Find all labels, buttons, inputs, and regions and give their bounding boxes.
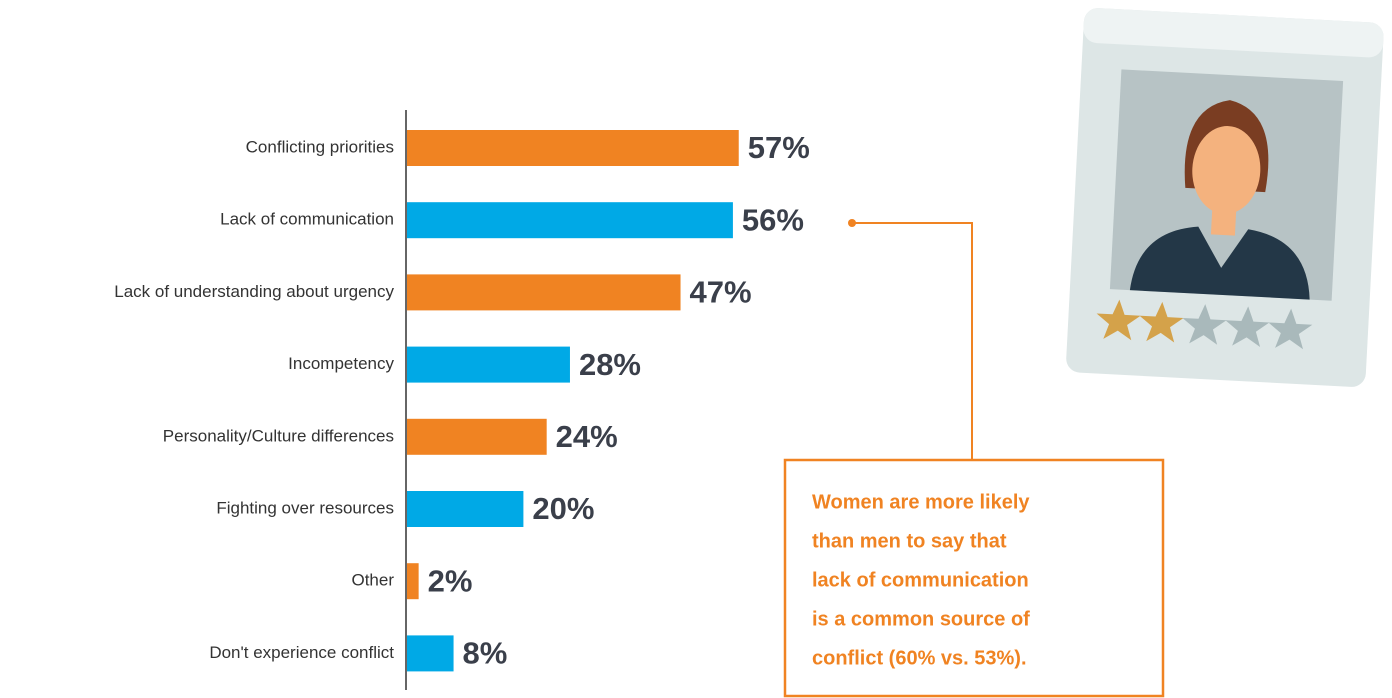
bar bbox=[407, 274, 681, 310]
value-label: 57% bbox=[748, 130, 810, 165]
category-label: Lack of communication bbox=[220, 210, 394, 229]
category-label: Conflicting priorities bbox=[246, 137, 394, 156]
annotation-text: is a common source of bbox=[812, 608, 1030, 630]
bar bbox=[407, 202, 733, 238]
bar bbox=[407, 635, 454, 671]
value-label: 20% bbox=[532, 491, 594, 526]
neck bbox=[1211, 204, 1237, 235]
value-label: 2% bbox=[428, 563, 473, 598]
annotation-text: Women are more likely bbox=[812, 491, 1030, 513]
illustration bbox=[1066, 7, 1385, 387]
annotation-text: lack of communication bbox=[812, 569, 1029, 591]
value-label: 47% bbox=[690, 275, 752, 310]
annotation-text: conflict (60% vs. 53%). bbox=[812, 647, 1027, 669]
bars: Conflicting priorities 57% Lack of communi… bbox=[114, 130, 810, 671]
annotation-connector bbox=[852, 223, 972, 460]
annotation-text: than men to say that bbox=[812, 530, 1007, 552]
category-label: Incompetency bbox=[288, 354, 394, 373]
category-label: Fighting over resources bbox=[216, 498, 394, 517]
category-label: Personality/Culture differences bbox=[163, 426, 394, 445]
bar bbox=[407, 347, 570, 383]
chart: Conflicting priorities 57% Lack of communi… bbox=[0, 0, 1392, 698]
value-label: 28% bbox=[579, 347, 641, 382]
category-label: Other bbox=[351, 571, 394, 590]
category-label: Lack of understanding about urgency bbox=[114, 282, 394, 301]
bar bbox=[407, 563, 419, 599]
bar bbox=[407, 419, 547, 455]
value-label: 24% bbox=[556, 419, 618, 454]
value-label: 56% bbox=[742, 202, 804, 237]
category-label: Don't experience conflict bbox=[209, 643, 394, 662]
bar bbox=[407, 130, 739, 166]
bar bbox=[407, 491, 523, 527]
value-label: 8% bbox=[463, 636, 508, 671]
